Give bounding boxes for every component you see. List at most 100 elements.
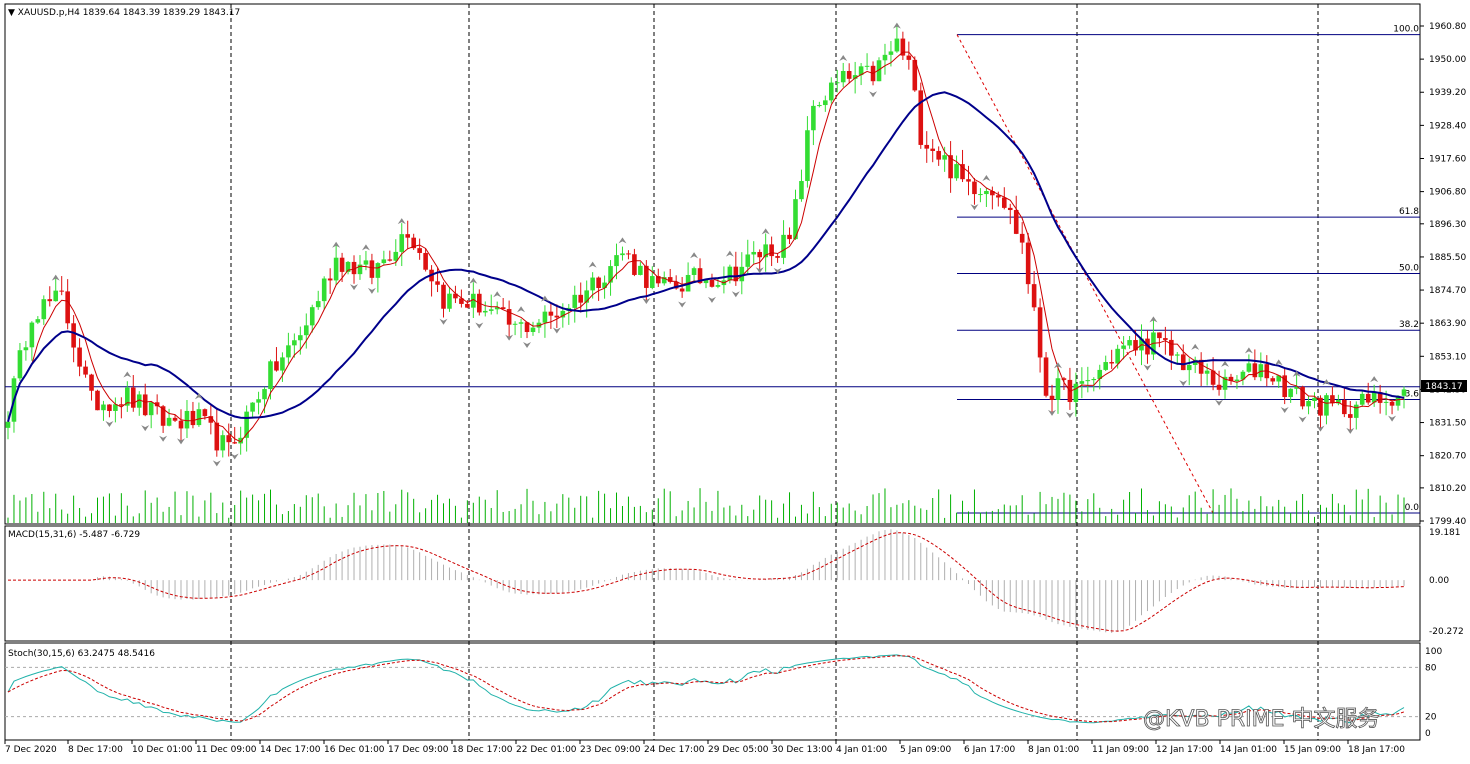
- candle-body: [393, 251, 399, 261]
- candle-body: [363, 260, 369, 265]
- candle-body: [1389, 401, 1395, 406]
- candle-body: [524, 322, 530, 333]
- fractal-down-marker: [731, 291, 740, 298]
- macd-tick-label-0: 19.181: [1429, 528, 1461, 538]
- candle-body: [482, 310, 488, 313]
- fractal-down-marker: [707, 296, 716, 303]
- time-label-4: 14 Dec 17:00: [260, 745, 321, 755]
- fractal-up-marker: [123, 371, 132, 378]
- fractal-down-marker: [1143, 364, 1152, 371]
- fractal-up-marker: [51, 274, 60, 281]
- candle-body: [1359, 393, 1365, 405]
- fibonacci-retracement[interactable]: 100.0 61.8 50.0 38.2 3.6 0.0: [5, 25, 1420, 514]
- candle-body: [441, 284, 446, 309]
- candle-body: [107, 404, 112, 411]
- time-label-18: 12 Jan 17:00: [1156, 745, 1213, 755]
- fractal-up-marker: [493, 291, 502, 298]
- candle-body: [35, 319, 41, 323]
- candle-body: [650, 276, 655, 288]
- candle-body: [578, 294, 584, 303]
- fib-trendline: [956, 34, 1214, 514]
- fib-level-label-100.0: 100.0: [1393, 25, 1419, 35]
- candle-body: [339, 257, 345, 272]
- candle-body: [423, 252, 428, 270]
- stoch-tick-label-1: 80: [1425, 663, 1437, 673]
- time-label-9: 23 Dec 09:00: [580, 745, 641, 755]
- candle-body: [560, 310, 566, 318]
- candle-body: [5, 421, 11, 428]
- candle-body: [1210, 370, 1216, 385]
- fractal-up-marker: [761, 228, 770, 235]
- candle-body: [1365, 393, 1371, 403]
- fib-level-label-38.2: 38.2: [1399, 320, 1419, 330]
- candle-body: [405, 234, 411, 238]
- price-axis: 1960.80 1950.00 1939.20 1928.40 1917.60 1906.…: [1420, 22, 1466, 527]
- candle-body: [1377, 392, 1383, 403]
- volume-bars: [7, 488, 1405, 523]
- candle-body: [1133, 340, 1138, 351]
- candle-body: [1097, 369, 1103, 379]
- fractal-up-marker: [1292, 370, 1301, 377]
- fractal-down-marker: [350, 284, 359, 291]
- candle-body: [1169, 339, 1174, 356]
- candle-body: [1157, 332, 1162, 339]
- candle-body: [1300, 386, 1305, 407]
- candle-body: [691, 268, 697, 275]
- candle-body: [1240, 371, 1246, 380]
- candle-body: [494, 307, 500, 310]
- candle-body: [1073, 383, 1079, 402]
- fractal-down-marker: [367, 287, 376, 294]
- candle-body: [936, 150, 941, 160]
- candle-body: [506, 309, 512, 325]
- price-tick-label-3: 1928.40: [1429, 121, 1466, 131]
- candle-body: [130, 387, 136, 408]
- candle-body: [805, 130, 810, 182]
- fractal-up-marker: [397, 218, 406, 225]
- candle-body: [638, 265, 643, 275]
- candle-body: [184, 410, 190, 429]
- candle-body: [781, 234, 786, 258]
- price-tick-label-4: 1917.60: [1429, 154, 1466, 164]
- candle-body: [978, 194, 983, 196]
- stoch-tick-label-3: 0: [1425, 729, 1431, 739]
- candle-body: [679, 288, 685, 292]
- fractal-down-marker: [475, 322, 484, 329]
- candle-body: [984, 191, 989, 195]
- candle-body: [530, 327, 536, 333]
- candle-body: [101, 404, 106, 411]
- time-label-16: 8 Jan 01:00: [1028, 745, 1080, 755]
- candle-body: [1180, 354, 1186, 371]
- candle-body: [817, 105, 822, 107]
- time-label-17: 11 Jan 09:00: [1092, 745, 1149, 755]
- candle-body: [1282, 375, 1287, 398]
- candle-body: [966, 179, 971, 182]
- fractal-up-marker: [469, 277, 478, 284]
- fractal-up-marker: [618, 237, 627, 244]
- fib-level-label-61.8: 61.8: [1399, 207, 1419, 217]
- candle-body: [309, 307, 315, 326]
- price-tick-label-13: 1820.70: [1429, 452, 1466, 462]
- time-label-3: 11 Dec 09:00: [196, 745, 257, 755]
- fractal-up-marker: [892, 22, 901, 29]
- fractal-up-marker: [1221, 360, 1230, 367]
- candle-body: [41, 299, 47, 320]
- candle-body: [942, 155, 947, 160]
- stoch-tick-label-2: 20: [1425, 713, 1437, 723]
- candle-body: [763, 244, 768, 258]
- candle-body: [142, 394, 148, 416]
- candle-body: [1336, 399, 1341, 404]
- time-label-14: 5 Jan 09:00: [900, 745, 952, 755]
- fib-level-label-50.0: 50.0: [1399, 264, 1419, 274]
- macd-tick-label-2: -20.272: [1429, 627, 1464, 637]
- candle-body: [518, 322, 524, 324]
- macd-panel: 19.181 0.00 -20.272: [8, 528, 1464, 637]
- candle-body: [1312, 397, 1317, 401]
- candle-body: [823, 100, 828, 106]
- candle-body: [160, 406, 166, 426]
- candle-body: [1103, 362, 1109, 370]
- candle-body: [172, 417, 178, 421]
- candle-body: [178, 420, 184, 429]
- candle-body: [572, 294, 578, 308]
- candle-body: [1252, 363, 1258, 378]
